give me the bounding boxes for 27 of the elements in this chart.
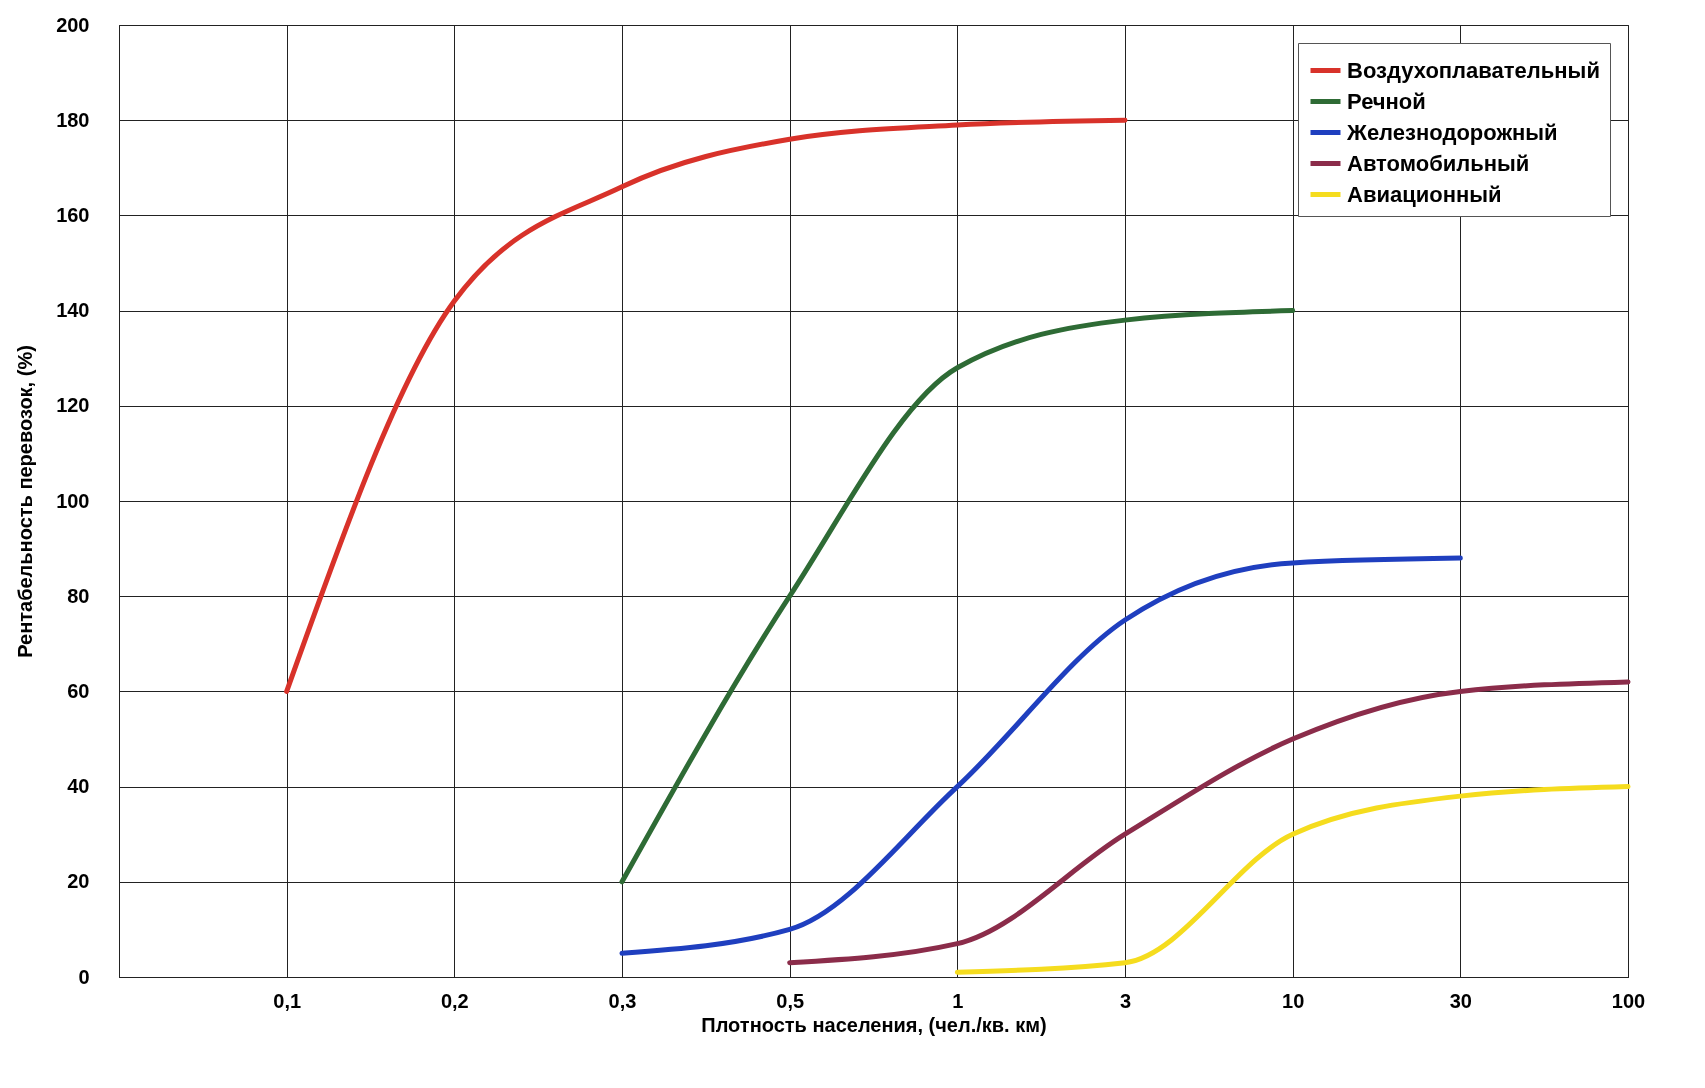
legend-label: Авиационный <box>1347 181 1502 207</box>
legend-label: Железнодорожный <box>1346 119 1558 145</box>
y-axis-title: Рентабельность перевозок, (%) <box>14 345 37 658</box>
x-tick-label: 0,2 <box>440 989 469 1012</box>
x-tick-label: 10 <box>1282 989 1305 1012</box>
x-tick-label: 100 <box>1611 989 1646 1012</box>
y-tick-label: 100 <box>56 489 90 512</box>
legend-label: Автомобильный <box>1347 150 1530 176</box>
x-tick-label: 0,3 <box>608 989 637 1012</box>
x-tick-label: 0,1 <box>273 989 302 1012</box>
y-tick-label: 160 <box>56 203 90 226</box>
y-tick-label: 140 <box>56 299 90 322</box>
legend-label: Воздухоплавательный <box>1347 57 1600 83</box>
y-tick-label: 0 <box>78 965 90 988</box>
x-axis-title: Плотность населения, (чел./кв. км) <box>701 1013 1047 1036</box>
y-tick-label: 40 <box>67 775 90 798</box>
y-tick-label: 80 <box>67 584 90 607</box>
y-tick-label: 200 <box>56 13 90 36</box>
x-tick-label: 1 <box>952 989 964 1012</box>
y-tick-label: 120 <box>56 394 90 417</box>
x-tick-label: 30 <box>1449 989 1472 1012</box>
x-tick-label: 3 <box>1119 989 1132 1012</box>
legend-label: Речной <box>1347 88 1426 114</box>
x-tick-label: 0,5 <box>776 989 805 1012</box>
y-tick-label: 60 <box>67 679 90 702</box>
y-tick-label: 20 <box>67 870 90 893</box>
y-tick-label: 180 <box>56 108 90 131</box>
